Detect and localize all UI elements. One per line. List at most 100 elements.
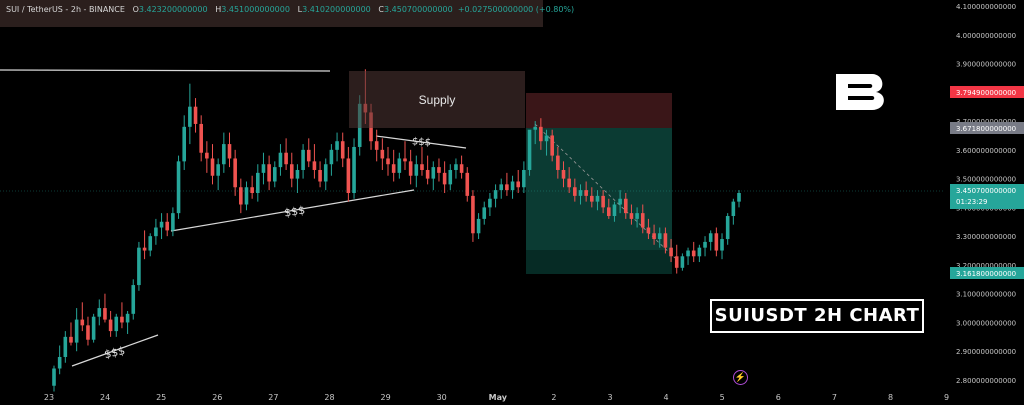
svg-text:3.671800000000: 3.671800000000 [956,125,1016,133]
x-tick-label: 27 [268,393,278,402]
y-tick-label: 3.000000000000 [956,319,1016,327]
candle-body [301,149,305,170]
x-tick-label: 23 [44,393,54,402]
candle-body [595,195,600,202]
candle-body [188,106,192,127]
y-tick-label: 3.300000000000 [956,233,1016,241]
candle-body [97,308,102,317]
y-tick-label: 2.900000000000 [956,348,1016,356]
candle-body [131,285,136,314]
candle-body [103,308,107,320]
candle-body [691,250,696,257]
y-tick-label: 3.200000000000 [956,262,1016,270]
candle-body [669,247,673,257]
candle-body [601,195,605,208]
candle-body [52,368,56,386]
candle-body [323,164,328,182]
current-price-tag: 3.450700000000 01:23:29 [950,184,1024,209]
candle-body [120,316,124,323]
x-tick-label: 7 [832,393,837,402]
candle-body [244,187,249,205]
candle-body [476,218,481,234]
stop-loss-zone [526,93,672,128]
y-tick-label: 3.900000000000 [956,61,1016,69]
candle-body [680,256,685,268]
candle-body [635,213,639,219]
candle-body [471,195,475,234]
candle-body [431,167,436,179]
supply-zone: Supply [349,71,525,128]
candle-body [459,164,464,173]
x-tick-label: 5 [720,393,725,402]
candle-body [295,169,300,179]
top-horizontal-line [0,69,331,72]
candle-body [686,250,690,257]
candle-body [488,198,492,208]
svg-text:3.450700000000: 3.450700000000 [956,187,1016,195]
candle-body [420,164,424,170]
x-tick-label: 2 [551,393,556,402]
candle-body [414,164,419,176]
liquidity-label: $$$ [283,204,306,220]
candle-body [640,213,645,228]
x-tick-label: 28 [324,393,334,402]
x-tick-label: 30 [437,393,447,402]
target-price-tag: 3.161800000000 [950,267,1024,279]
candle-body [516,181,521,188]
candle-body [663,233,668,248]
candle-body [550,135,554,156]
x-tick-label: 3 [607,393,612,402]
x-tick-label: 24 [100,393,110,402]
candle-body [233,158,237,188]
x-tick-label: May [489,393,508,402]
candle-body [380,149,385,159]
candle-body [318,169,322,182]
candle-body [454,164,458,170]
candle-body [137,247,141,286]
candle-body [386,158,390,165]
candle-body [737,193,741,202]
candle-body [63,336,68,357]
candle-body [731,201,736,217]
symbol-name: SUI / TetherUS - 2h - BINANCE [6,5,125,14]
candle-body [261,164,266,173]
y-tick-label: 3.100000000000 [956,291,1016,299]
candle-body [69,336,73,343]
y-tick-label: 2.800000000000 [956,377,1016,385]
candle-body [720,239,724,251]
symbol-header: SUI / TetherUS - 2h - BINANCE O3.4232000… [0,0,574,27]
candle-body [703,241,707,248]
liquidity-label: $$$ [103,344,126,361]
candle-body [278,152,283,168]
chart-title-box: SUIUSDT 2H CHART [710,299,924,333]
y-tick-label: 4.100000000000 [956,3,1016,11]
x-tick-label: 8 [888,393,893,402]
candle-body [329,149,334,165]
candle-body [239,187,243,205]
close-value: 3.450700000000 [384,5,453,14]
x-tick-label: 9 [944,393,949,402]
y-tick-label: 4.000000000000 [956,32,1016,40]
candle-body [256,172,260,193]
candle-body [374,141,379,150]
candle-body [306,149,311,162]
candle-body [182,126,187,162]
candle-body [346,158,351,193]
candle-body [210,158,215,176]
target-zone-lower [526,250,672,274]
candle-body [505,184,509,191]
candle-body [289,164,294,179]
candle-body [657,233,662,240]
candle-body [697,247,702,257]
x-axis[interactable]: 23 24 25 26 27 28 29 30 May 2 3 4 5 6 7 8 9 [44,393,949,402]
lightning-icon[interactable]: ⚡ [733,370,748,385]
candle-body [567,178,571,188]
x-tick-label: 26 [212,393,222,402]
candle-body [108,319,113,332]
change-value: +0.027500000000 (+0.80%) [457,5,575,14]
supply-label: Supply [418,92,456,107]
projection-dashed-line [534,123,676,259]
candle-body [629,213,634,219]
candle-body [652,233,656,240]
